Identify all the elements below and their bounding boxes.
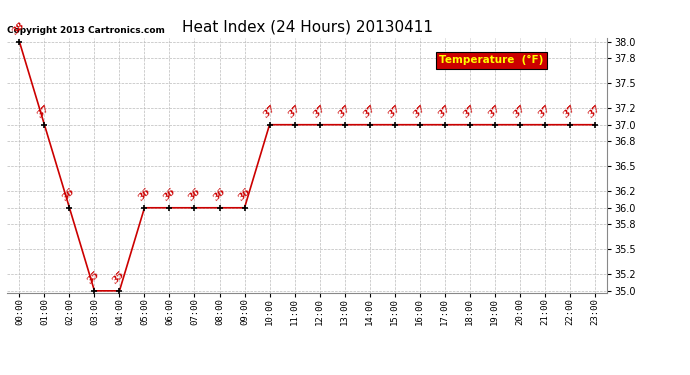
Text: 37: 37 <box>562 104 578 120</box>
Text: 36: 36 <box>186 187 202 203</box>
Text: 37: 37 <box>312 104 328 120</box>
Text: 37: 37 <box>486 104 502 120</box>
Text: 37: 37 <box>437 104 453 120</box>
Text: 37: 37 <box>512 104 528 120</box>
Text: 37: 37 <box>362 104 377 120</box>
Text: 36: 36 <box>237 187 253 203</box>
Text: 36: 36 <box>212 187 228 203</box>
Text: 37: 37 <box>262 104 277 120</box>
Text: 37: 37 <box>337 104 353 120</box>
Text: 38: 38 <box>12 21 28 37</box>
Text: 37: 37 <box>586 104 602 120</box>
Text: 37: 37 <box>286 104 302 120</box>
Text: 37: 37 <box>412 104 428 120</box>
Text: Copyright 2013 Cartronics.com: Copyright 2013 Cartronics.com <box>7 26 165 35</box>
Text: 37: 37 <box>37 104 52 120</box>
Text: 37: 37 <box>537 104 553 120</box>
Text: 37: 37 <box>462 104 477 120</box>
Text: 35: 35 <box>112 270 128 286</box>
Text: Temperature  (°F): Temperature (°F) <box>439 56 544 65</box>
Text: 37: 37 <box>386 104 402 120</box>
Title: Heat Index (24 Hours) 20130411: Heat Index (24 Hours) 20130411 <box>181 20 433 35</box>
Text: 36: 36 <box>137 187 152 203</box>
Text: 36: 36 <box>161 187 177 203</box>
Text: 36: 36 <box>61 187 77 203</box>
Text: 35: 35 <box>86 270 102 286</box>
